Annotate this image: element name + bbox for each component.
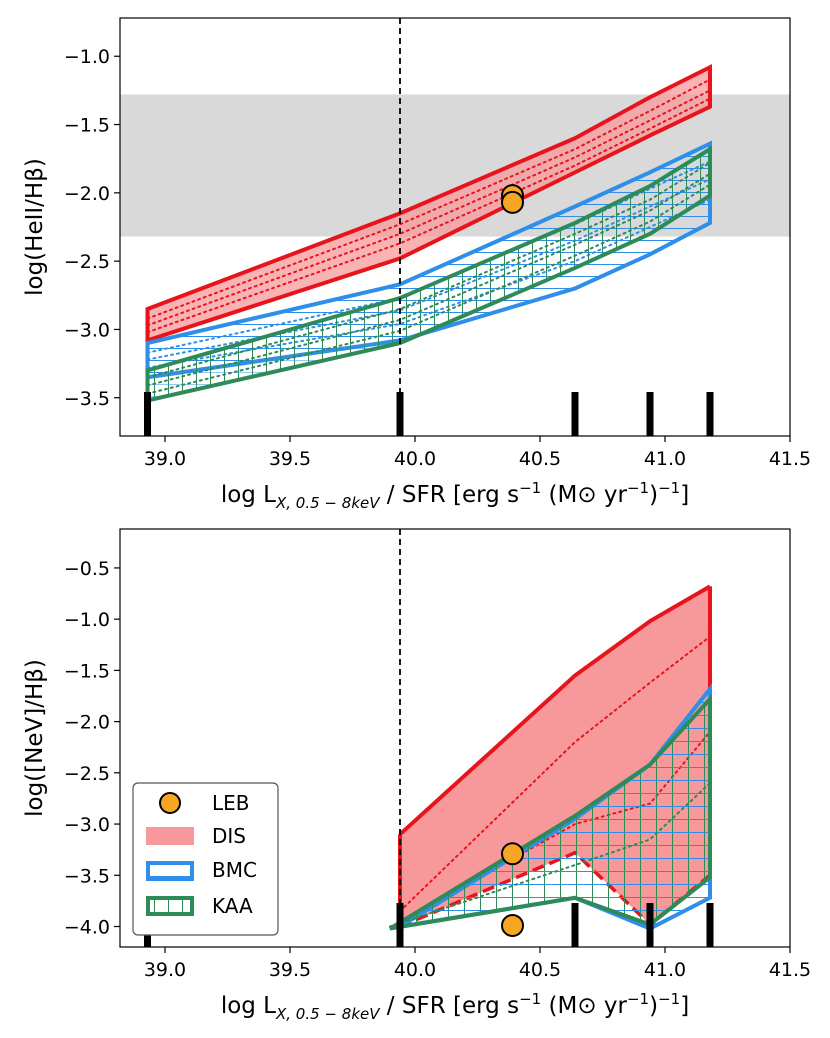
- kaa-band-crosshatch: [390, 699, 710, 929]
- y-tick-label: −2.0: [64, 712, 110, 734]
- y-tick-label: −2.5: [64, 251, 110, 273]
- leb-point: [501, 842, 524, 866]
- kaa-inner-line-0: [146, 161, 711, 379]
- x-tick-label: 39.5: [269, 959, 311, 981]
- dis-inner-line-0: [146, 78, 711, 320]
- leb-point: [501, 190, 524, 214]
- y-tick-label: −3.5: [64, 865, 110, 887]
- legend: LEB DIS BMC KAA: [132, 782, 279, 936]
- x-tick-label: 39.0: [144, 448, 186, 470]
- dis-inner-line-1: [146, 89, 711, 327]
- x-tick-label: 40.5: [519, 959, 561, 981]
- y-tick-label: −3.0: [64, 814, 110, 836]
- dis-upper-edge: [398, 584, 712, 836]
- y-axis-title: log(HeII/Hβ): [22, 158, 48, 296]
- x-axis-title: log LX, 0.5 − 8keV / SFR [erg s−1 (M⊙ yr…: [221, 990, 689, 1023]
- legend-dis-swatch: [146, 827, 194, 845]
- y-tick-label: −1.0: [64, 46, 110, 68]
- x-axis-title: log LX, 0.5 − 8keV / SFR [erg s−1 (M⊙ yr…: [221, 479, 689, 512]
- legend-bmc-swatch: [146, 861, 194, 881]
- leb-point: [501, 913, 524, 937]
- legend-label-dis: DIS: [212, 824, 246, 848]
- kaa-inner-line-1: [146, 172, 711, 387]
- axes-frame: [119, 17, 791, 437]
- x-tick-label: 39.5: [269, 448, 311, 470]
- x-tick-label: 41.5: [769, 448, 811, 470]
- x-tick-label: 40.0: [394, 448, 436, 470]
- x-tick-label: 40.5: [519, 448, 561, 470]
- x-tick-label: 41.0: [644, 959, 686, 981]
- x-tick-label: 41.0: [644, 448, 686, 470]
- kaa-band-outline: [145, 145, 712, 403]
- x-tick-label: 40.0: [394, 959, 436, 981]
- y-tick-label: −3.5: [64, 388, 110, 410]
- y-tick-label: −0.5: [64, 558, 110, 580]
- dis-band-outline: [145, 63, 712, 344]
- dis-inner-line-2: [146, 97, 711, 334]
- bottom-panel: 39.0 39.5 40.0 40.5 41.0 41.5 −0.5 −1.0 −1.5 −2.0…: [22, 528, 811, 1023]
- legend-label-kaa: KAA: [212, 894, 253, 918]
- legend-leb-marker: [159, 792, 181, 814]
- plot-area: [388, 584, 712, 931]
- kaa-band-crosshatch: [147, 149, 710, 401]
- plot-area: [120, 63, 790, 403]
- kaa-band-outline: [388, 693, 712, 931]
- x-tick-label: 41.5: [769, 959, 811, 981]
- x-tick-label: 39.0: [144, 959, 186, 981]
- kaa-inner-line-2: [146, 183, 711, 395]
- top-panel: 39.0 39.5 40.0 40.5 41.0 41.5 −1.0 −1.5 −2.0 −2.5…: [22, 17, 811, 512]
- y-tick-label: −1.5: [64, 660, 110, 682]
- y-tick-label: −2.0: [64, 183, 110, 205]
- axes-frame: [119, 528, 791, 948]
- bmc-band-fill: [147, 143, 710, 378]
- y-tick-label: −4.0: [64, 917, 110, 939]
- kaa-inner-line-0: [389, 782, 711, 928]
- legend-kaa-swatch: [146, 896, 194, 916]
- y-tick-label: −1.5: [64, 115, 110, 137]
- legend-label-leb: LEB: [212, 791, 250, 815]
- y-tick-label: −2.5: [64, 763, 110, 785]
- y-tick-label: −3.0: [64, 319, 110, 341]
- y-axis-title: log([NeV]/Hβ): [22, 659, 48, 817]
- legend-label-bmc: BMC: [212, 858, 257, 882]
- y-tick-label: −1.0: [64, 609, 110, 631]
- dis-inner-line-0: [399, 635, 711, 913]
- dis-band-fill: [147, 67, 710, 341]
